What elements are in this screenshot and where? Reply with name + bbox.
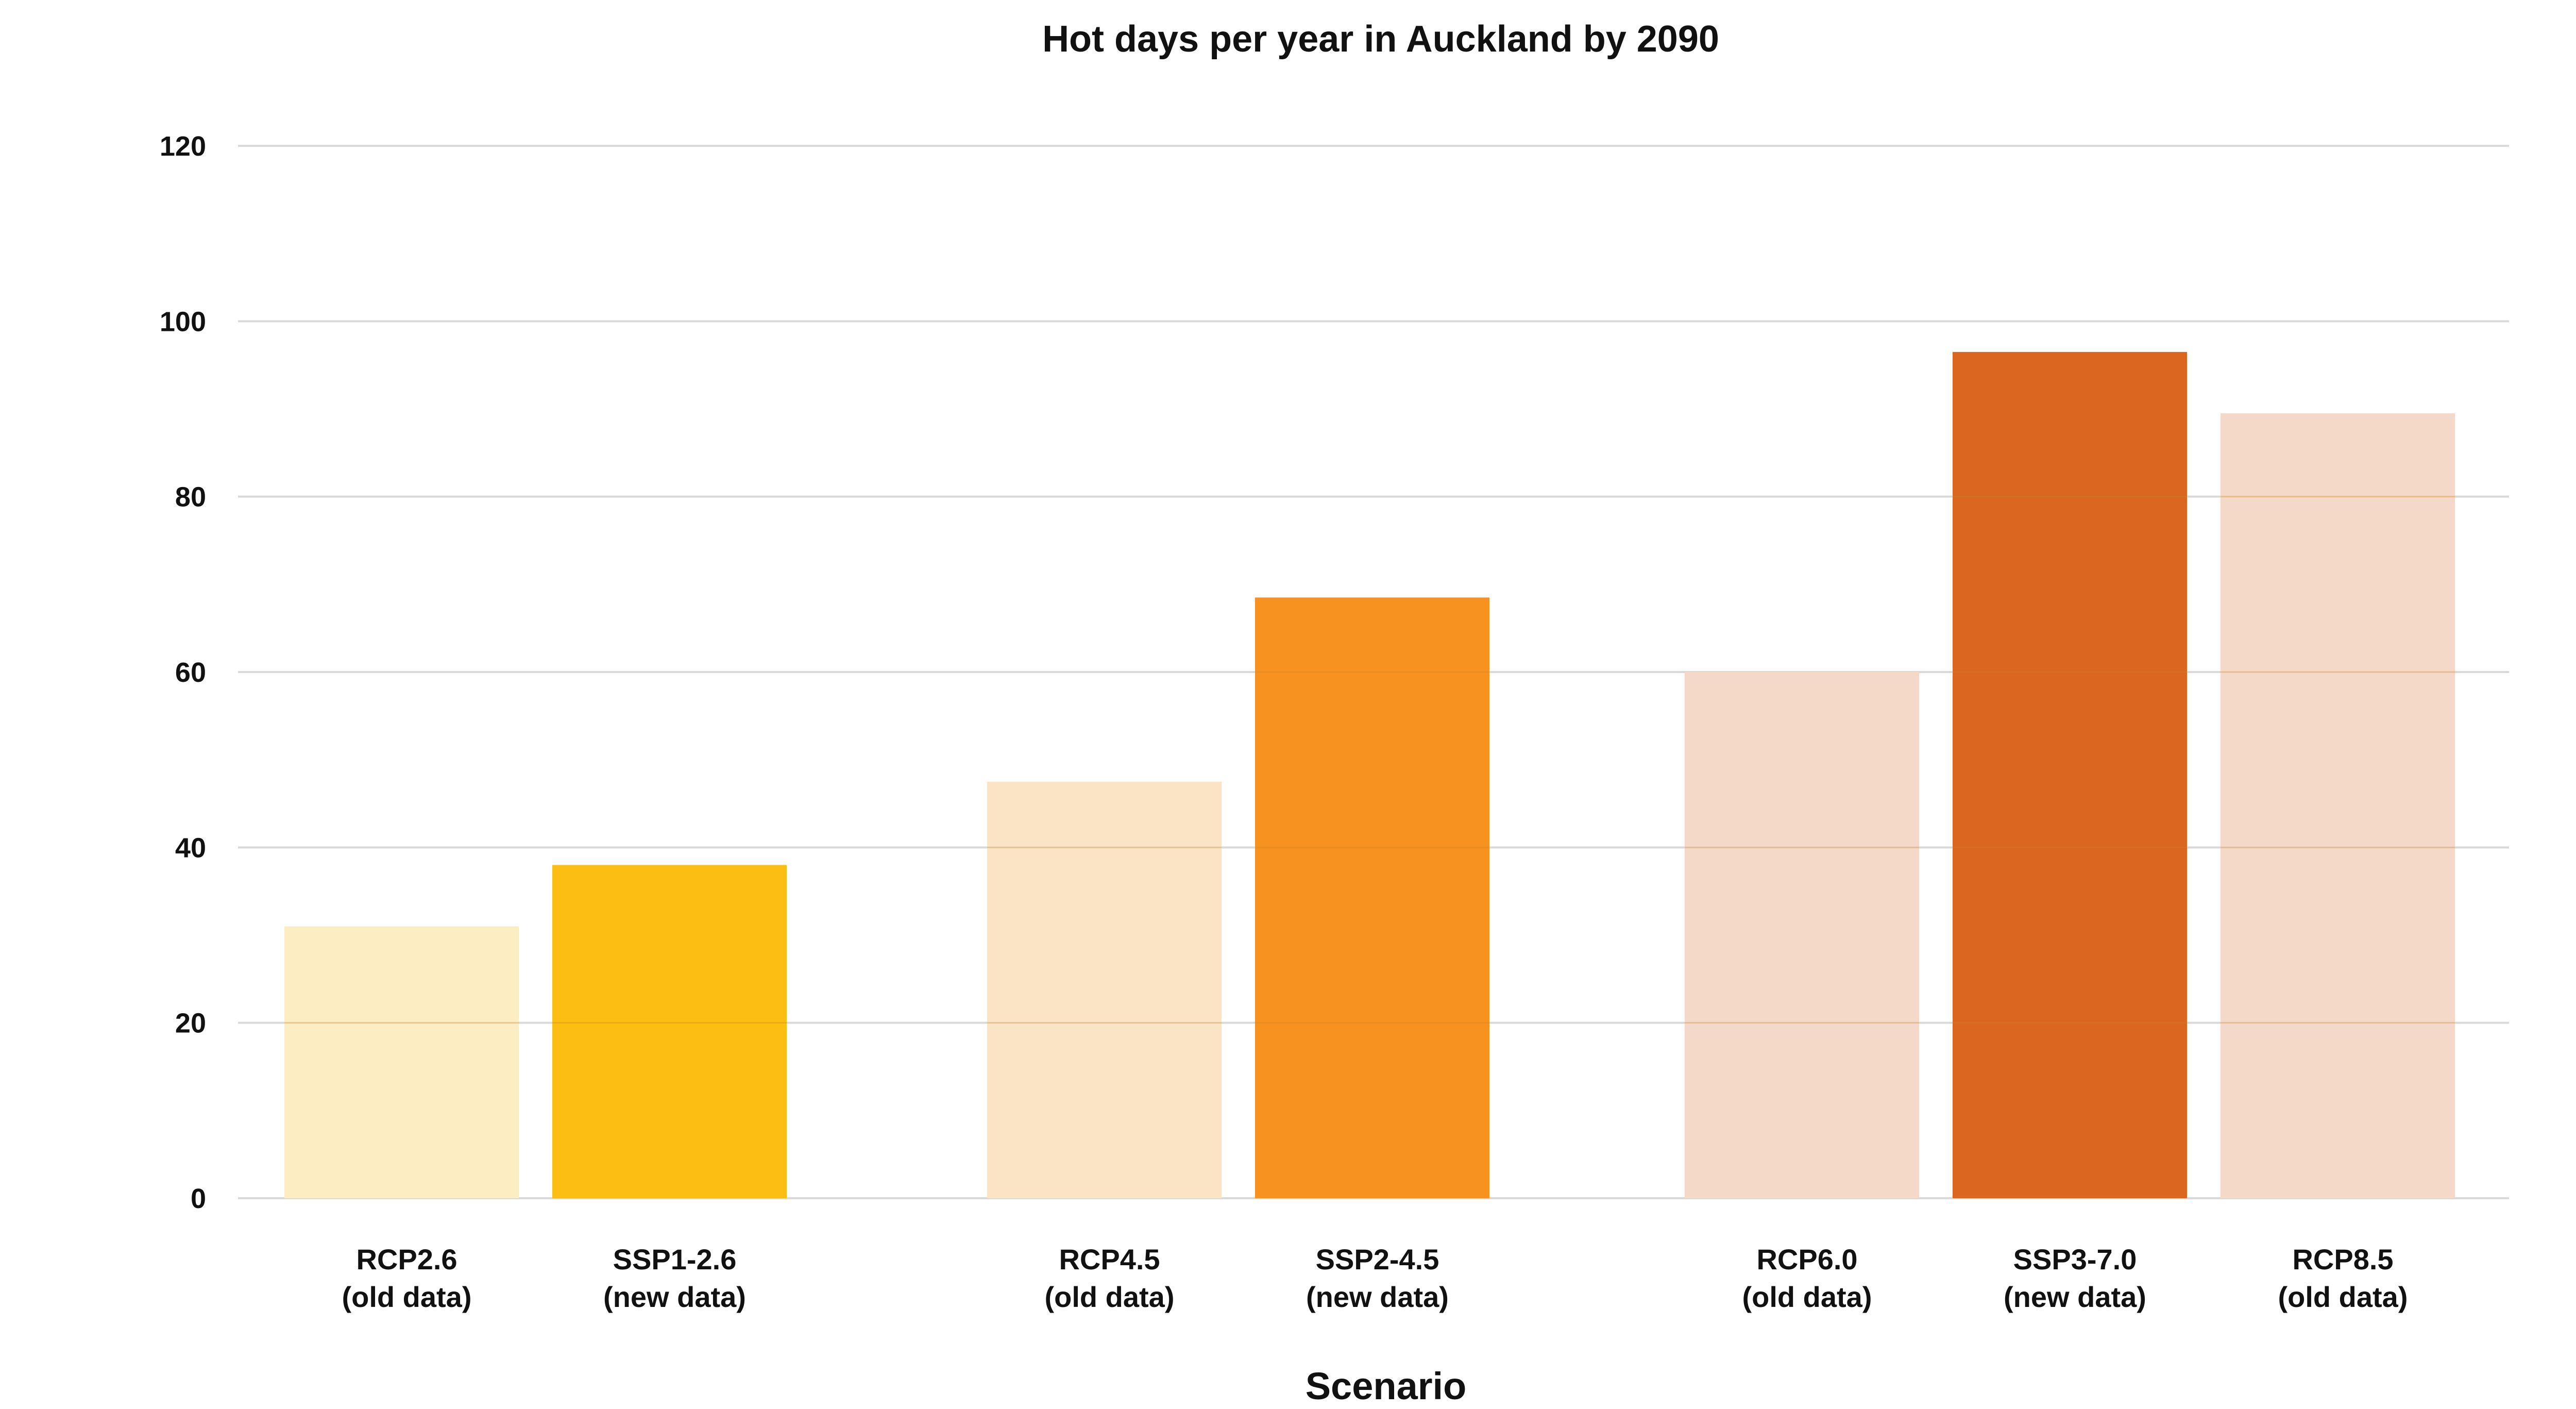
y-tick-label: 20 [175, 1008, 206, 1039]
x-tick-label: SSP2-4.5 [1316, 1243, 1439, 1276]
x-tick-label: SSP1-2.6 [613, 1243, 737, 1276]
y-tick-label: 0 [191, 1183, 206, 1214]
y-tick-label: 60 [175, 657, 206, 688]
bar [284, 926, 519, 1198]
x-axis-ticks: RCP2.6 (old data) SSP1-2.6 (new data) RCP4.5… [342, 1243, 2408, 1313]
chart-title: Hot days per year in Auckland by 2090 [1042, 19, 1719, 60]
x-tick-sublabel: (old data) [1045, 1281, 1175, 1313]
bars [284, 351, 2455, 1199]
x-tick-label: RCP2.6 [356, 1243, 457, 1276]
x-tick-sublabel: (old data) [2278, 1281, 2408, 1313]
y-tick-label: 40 [175, 832, 206, 863]
x-tick-sublabel: (new data) [1306, 1281, 1449, 1313]
x-tick-label: RCP6.0 [1756, 1243, 1857, 1276]
gridlines-over-bars [284, 496, 2455, 1024]
x-tick-label: SSP3-7.0 [2013, 1243, 2137, 1276]
x-tick-sublabel: (old data) [342, 1281, 472, 1313]
y-axis-ticks: 0 20 40 60 80 100 120 [160, 131, 206, 1214]
x-tick-label: RCP8.5 [2292, 1243, 2393, 1276]
x-tick-sublabel: (new data) [603, 1281, 746, 1313]
bar [2221, 413, 2455, 1199]
y-tick-label: 100 [160, 306, 206, 337]
x-axis-label: Scenario [1306, 1365, 1467, 1407]
y-tick-label: 80 [175, 482, 206, 513]
bar [987, 781, 1222, 1198]
bar [1685, 672, 1919, 1198]
y-tick-label: 120 [160, 131, 206, 162]
bar [552, 865, 787, 1198]
bar [1255, 597, 1489, 1198]
x-tick-label: RCP4.5 [1059, 1243, 1160, 1276]
x-tick-sublabel: (old data) [1742, 1281, 1872, 1313]
x-tick-sublabel: (new data) [2004, 1281, 2146, 1313]
bar [1953, 351, 2187, 1199]
